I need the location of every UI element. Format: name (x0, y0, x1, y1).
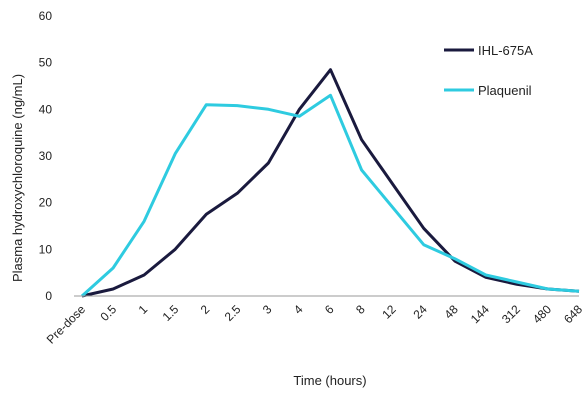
x-tick-label: 3 (260, 302, 275, 317)
x-tick-label: 2 (198, 302, 213, 317)
x-tick-label: 0.5 (97, 302, 119, 324)
x-tick-label: 48 (442, 302, 462, 322)
x-tick-label: 12 (379, 302, 399, 322)
legend-label-plaquenil: Plaquenil (478, 83, 532, 98)
x-tick-label: 1.5 (160, 302, 182, 324)
y-tick-label: 0 (45, 289, 52, 303)
y-tick-label: 60 (39, 9, 53, 23)
legend: IHL-675A Plaquenil (444, 43, 533, 98)
series-line-plaquenil (80, 93, 580, 298)
x-tick-label: 2.5 (222, 302, 244, 324)
x-tick-label: Pre-dose (44, 302, 89, 347)
y-tick-label: 10 (39, 242, 53, 256)
legend-label-ihl-675a: IHL-675A (478, 43, 533, 58)
x-tick-label: 4 (291, 302, 306, 317)
y-tick-label: 50 (39, 56, 53, 70)
series-line-ihl-675a (81, 68, 580, 298)
x-tick-label: 1 (136, 302, 151, 317)
y-tick-label: 20 (39, 196, 53, 210)
y-axis-ticks: 0 10 20 30 40 50 60 (39, 9, 53, 303)
y-axis-title: Plasma hydroxychloroquine (ng/mL) (10, 74, 25, 282)
x-tick-label: 6 (322, 302, 337, 317)
y-tick-label: 40 (39, 102, 53, 116)
x-tick-label: 144 (468, 302, 492, 326)
x-tick-label: 8 (353, 302, 368, 317)
x-tick-label: 648 (561, 302, 585, 326)
x-axis-ticks: Pre-dose 0.5 1 1.5 2 2.5 3 4 6 8 12 24 48 144 312 480 64… (44, 302, 586, 347)
series-layer (80, 68, 580, 298)
x-tick-label: 312 (499, 302, 523, 326)
x-axis-title: Time (hours) (293, 373, 366, 388)
x-tick-label: 480 (530, 302, 554, 326)
y-tick-label: 30 (39, 149, 53, 163)
x-tick-label: 24 (410, 302, 430, 322)
